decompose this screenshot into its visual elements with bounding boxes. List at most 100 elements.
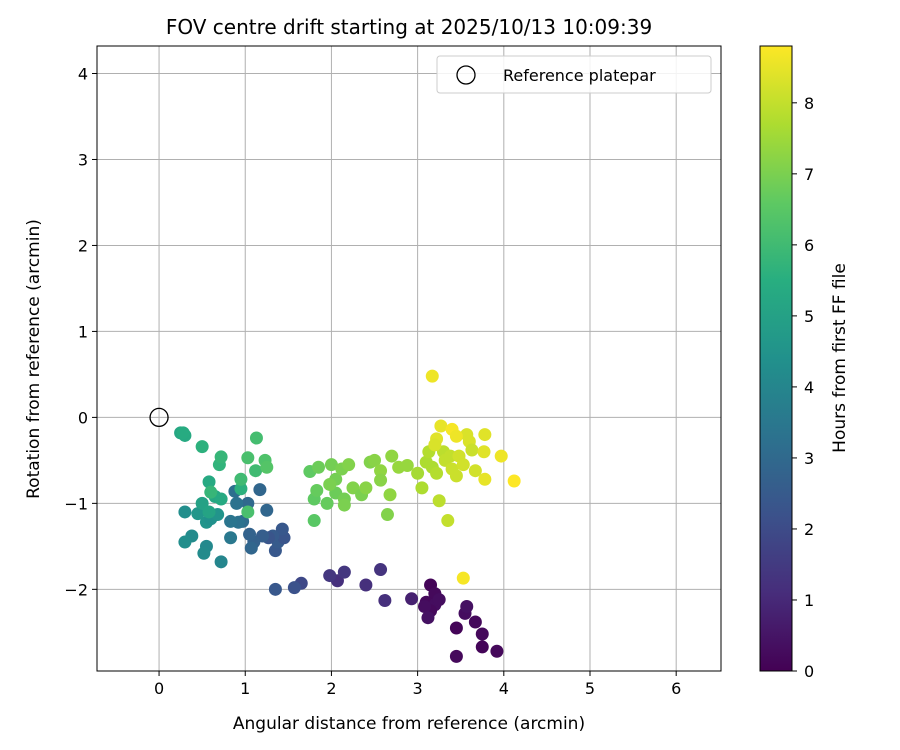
data-point — [432, 593, 446, 607]
data-point — [275, 522, 289, 536]
data-point — [405, 592, 419, 606]
data-point — [253, 483, 267, 497]
data-point — [411, 466, 425, 480]
data-point — [268, 582, 282, 596]
data-point — [415, 481, 429, 495]
data-point — [202, 505, 216, 519]
colorbar-tick-label: 2 — [804, 520, 814, 539]
y-tick-label: 0 — [78, 408, 88, 427]
data-point — [434, 419, 448, 433]
legend-marker-icon — [456, 65, 476, 85]
data-point — [490, 644, 504, 658]
data-point — [249, 431, 263, 445]
data-point — [337, 565, 351, 579]
data-point — [374, 464, 388, 478]
data-point — [204, 485, 218, 499]
data-point — [287, 581, 301, 595]
chart-title: FOV centre drift starting at 2025/10/13 … — [166, 15, 652, 39]
data-point — [380, 508, 394, 522]
data-point — [465, 443, 479, 457]
data-point — [507, 474, 521, 488]
data-point — [342, 458, 356, 472]
colorbar-tick-label: 7 — [804, 165, 814, 184]
data-point — [378, 594, 392, 608]
data-point — [249, 464, 263, 478]
legend-entry-reference-platepar: Reference platepar — [503, 66, 656, 85]
y-tick-label: 1 — [78, 322, 88, 341]
y-axis: −2 −1 0 1 2 3 4 — [64, 65, 97, 599]
data-point — [337, 498, 351, 512]
data-point — [176, 426, 190, 440]
data-point — [421, 611, 435, 625]
colorbar-tick-label: 5 — [804, 307, 814, 326]
x-tick-label: 5 — [585, 679, 595, 698]
data-point — [312, 460, 326, 474]
data-point — [449, 621, 463, 635]
data-point — [418, 600, 432, 614]
data-point — [432, 494, 446, 508]
data-point — [230, 496, 244, 510]
x-axis-label: Angular distance from reference (arcmin) — [233, 714, 585, 734]
data-point — [449, 469, 463, 483]
y-tick-label: 2 — [78, 236, 88, 255]
data-point — [477, 445, 491, 459]
data-point — [359, 481, 373, 495]
plot-frame — [96, 45, 722, 672]
grid — [97, 46, 721, 671]
y-axis-label: Rotation from reference (arcmin) — [24, 219, 44, 499]
data-point — [214, 450, 228, 464]
data-point — [202, 475, 216, 489]
colorbar-label: Hours from first FF file — [830, 263, 850, 453]
data-point — [383, 488, 397, 502]
x-tick-label: 4 — [499, 679, 509, 698]
data-point — [214, 555, 228, 569]
colorbar: 0 1 2 3 4 5 6 7 8 Hours from first FF file — [759, 45, 850, 681]
x-axis: 0 1 2 3 4 5 6 — [154, 671, 681, 698]
legend-box — [436, 55, 712, 94]
data-point — [234, 482, 248, 496]
data-point — [494, 449, 508, 463]
data-point — [241, 505, 255, 519]
data-point — [478, 472, 492, 486]
data-point — [400, 459, 414, 473]
data-point — [368, 453, 382, 467]
data-point — [468, 464, 482, 478]
data-point — [425, 369, 439, 383]
colorbar-tick-label: 4 — [804, 378, 814, 397]
colorbar-ticks: 0 1 2 3 4 5 6 7 8 — [792, 94, 814, 681]
colorbar-tick-label: 6 — [804, 236, 814, 255]
x-tick-label: 0 — [154, 679, 164, 698]
x-tick-label: 3 — [413, 679, 423, 698]
x-tick-label: 1 — [240, 679, 250, 698]
data-point — [385, 449, 399, 463]
data-point — [243, 527, 257, 541]
data-point — [374, 563, 388, 577]
data-point — [374, 473, 388, 487]
y-tick-label: 3 — [78, 150, 88, 169]
data-point — [197, 546, 211, 560]
colorbar-gradient — [759, 45, 793, 672]
data-point — [323, 569, 337, 583]
data-point — [478, 428, 492, 442]
data-point — [241, 451, 255, 465]
colorbar-tick-label: 8 — [804, 94, 814, 113]
data-point — [195, 440, 209, 454]
data-point — [460, 600, 474, 614]
data-point — [456, 458, 470, 472]
legend: Reference platepar — [436, 55, 712, 94]
data-point — [260, 503, 274, 517]
data-point — [178, 505, 192, 519]
data-point — [224, 514, 238, 528]
data-point — [475, 627, 489, 641]
data-point — [178, 535, 192, 549]
x-tick-label: 2 — [326, 679, 336, 698]
data-point — [323, 477, 337, 491]
data-point — [234, 472, 248, 486]
data-point — [324, 458, 338, 472]
data-point — [260, 460, 274, 474]
points-layer — [174, 369, 521, 663]
y-tick-label: 4 — [78, 65, 88, 84]
data-point — [456, 571, 470, 585]
data-point — [359, 578, 373, 592]
